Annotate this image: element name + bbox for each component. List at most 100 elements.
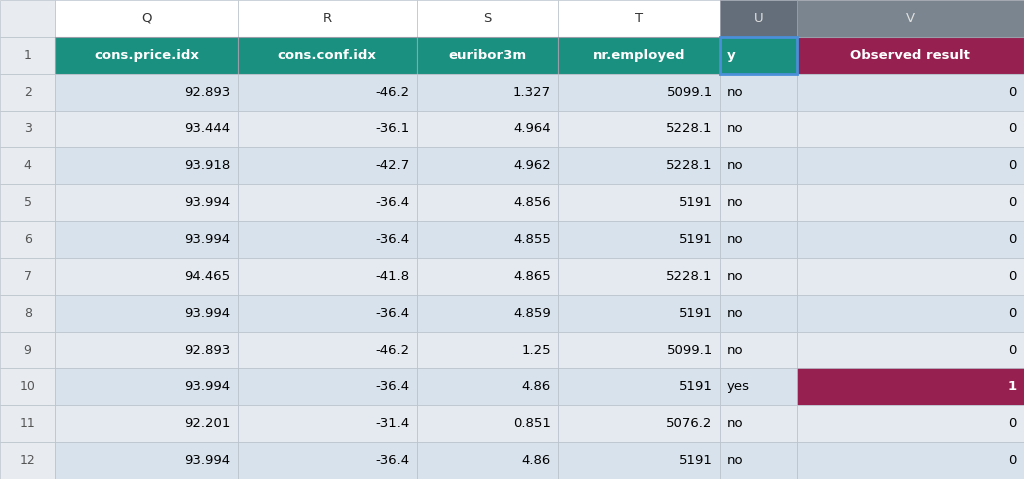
- Bar: [720, 111, 797, 148]
- Bar: [720, 184, 797, 221]
- Bar: [55, 74, 238, 111]
- Bar: [558, 74, 720, 111]
- Text: U: U: [754, 12, 763, 25]
- Text: -46.2: -46.2: [376, 343, 410, 356]
- Text: 5228.1: 5228.1: [667, 123, 713, 136]
- Bar: [55, 331, 238, 368]
- Bar: [0, 111, 55, 148]
- Text: no: no: [727, 86, 743, 99]
- Bar: [238, 74, 417, 111]
- Text: cons.conf.idx: cons.conf.idx: [278, 49, 377, 62]
- Bar: [0, 442, 55, 479]
- Bar: [797, 442, 1024, 479]
- Text: yes: yes: [727, 380, 750, 393]
- Text: V: V: [906, 12, 914, 25]
- Bar: [558, 258, 720, 295]
- Text: 0: 0: [1009, 196, 1017, 209]
- Text: Observed result: Observed result: [850, 49, 971, 62]
- Bar: [238, 37, 417, 74]
- Bar: [720, 368, 797, 405]
- Bar: [720, 295, 797, 331]
- Bar: [558, 111, 720, 148]
- Text: 5191: 5191: [679, 196, 713, 209]
- Text: 6: 6: [24, 233, 32, 246]
- Text: 5191: 5191: [679, 380, 713, 393]
- Bar: [797, 331, 1024, 368]
- Bar: [0, 221, 55, 258]
- Text: cons.price.idx: cons.price.idx: [94, 49, 199, 62]
- Bar: [417, 368, 558, 405]
- Text: 93.994: 93.994: [184, 454, 230, 467]
- Text: 0: 0: [1009, 123, 1017, 136]
- Text: S: S: [483, 12, 492, 25]
- Text: 5099.1: 5099.1: [667, 343, 713, 356]
- Bar: [55, 405, 238, 442]
- Bar: [0, 258, 55, 295]
- Text: 4: 4: [24, 160, 32, 172]
- Bar: [238, 148, 417, 184]
- Text: 11: 11: [19, 417, 36, 430]
- Bar: [797, 258, 1024, 295]
- Text: no: no: [727, 196, 743, 209]
- Bar: [417, 442, 558, 479]
- Bar: [0, 184, 55, 221]
- Text: 93.994: 93.994: [184, 233, 230, 246]
- Bar: [417, 295, 558, 331]
- Text: no: no: [727, 270, 743, 283]
- Text: 0: 0: [1009, 160, 1017, 172]
- Text: 8: 8: [24, 307, 32, 319]
- Bar: [558, 405, 720, 442]
- Text: y: y: [727, 49, 735, 62]
- Text: -42.7: -42.7: [376, 160, 410, 172]
- Text: -31.4: -31.4: [376, 417, 410, 430]
- Text: 5076.2: 5076.2: [667, 417, 713, 430]
- Text: no: no: [727, 454, 743, 467]
- Bar: [797, 368, 1024, 405]
- Bar: [417, 74, 558, 111]
- Text: 93.444: 93.444: [184, 123, 230, 136]
- Bar: [797, 184, 1024, 221]
- Bar: [720, 442, 797, 479]
- Bar: [797, 0, 1024, 37]
- Bar: [238, 221, 417, 258]
- Bar: [55, 258, 238, 295]
- Bar: [558, 221, 720, 258]
- Bar: [55, 368, 238, 405]
- Text: 5228.1: 5228.1: [667, 270, 713, 283]
- Text: 0: 0: [1009, 307, 1017, 319]
- Bar: [797, 37, 1024, 74]
- Text: 2: 2: [24, 86, 32, 99]
- Bar: [797, 221, 1024, 258]
- Bar: [55, 221, 238, 258]
- Bar: [55, 442, 238, 479]
- Text: 92.893: 92.893: [184, 343, 230, 356]
- Text: 0: 0: [1009, 417, 1017, 430]
- Text: no: no: [727, 343, 743, 356]
- Bar: [417, 405, 558, 442]
- Text: 4.865: 4.865: [513, 270, 551, 283]
- Text: 93.994: 93.994: [184, 380, 230, 393]
- Text: no: no: [727, 307, 743, 319]
- Text: 12: 12: [19, 454, 36, 467]
- Text: nr.employed: nr.employed: [593, 49, 685, 62]
- Text: 7: 7: [24, 270, 32, 283]
- Text: 4.964: 4.964: [513, 123, 551, 136]
- Bar: [55, 295, 238, 331]
- Text: 1: 1: [1008, 380, 1017, 393]
- Text: no: no: [727, 233, 743, 246]
- Bar: [55, 37, 238, 74]
- Text: 4.859: 4.859: [513, 307, 551, 319]
- Bar: [55, 111, 238, 148]
- Bar: [720, 405, 797, 442]
- Bar: [55, 184, 238, 221]
- Bar: [720, 74, 797, 111]
- Bar: [238, 405, 417, 442]
- Bar: [238, 0, 417, 37]
- Text: 5191: 5191: [679, 233, 713, 246]
- Text: 1.327: 1.327: [513, 86, 551, 99]
- Bar: [720, 148, 797, 184]
- Text: 93.994: 93.994: [184, 196, 230, 209]
- Text: 5099.1: 5099.1: [667, 86, 713, 99]
- Bar: [0, 405, 55, 442]
- Text: -36.1: -36.1: [376, 123, 410, 136]
